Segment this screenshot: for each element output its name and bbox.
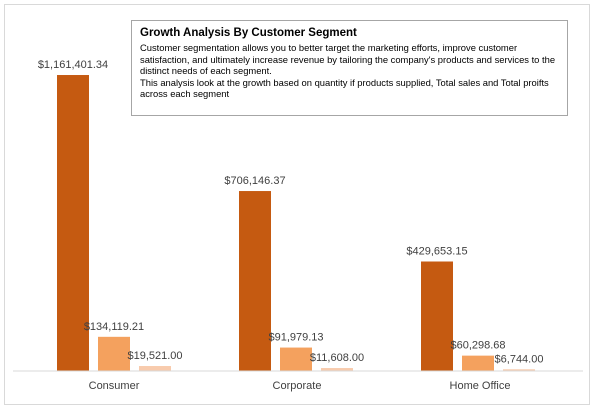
data-label-consumer-series-3: $19,521.00 xyxy=(127,350,182,362)
category-label-corporate: Corporate xyxy=(273,380,322,392)
data-label-corporate-series-2: $91,979.13 xyxy=(268,332,323,344)
data-label-consumer-series-1: $1,161,401.34 xyxy=(38,59,108,71)
bar-corporate-series-1 xyxy=(239,191,271,371)
category-labels-group: Consumer Corporate Home Office xyxy=(89,380,511,392)
chart-frame: $1,161,401.34 $134,119.21 $19,521.00 $706,1… xyxy=(4,4,590,405)
data-label-corporate-series-1: $706,146.37 xyxy=(224,175,285,187)
category-label-consumer: Consumer xyxy=(89,380,140,392)
category-label-home-office: Home Office xyxy=(450,380,511,392)
bar-consumer-series-3 xyxy=(139,366,171,371)
description-paragraph-1: Customer segmentation allows you to bett… xyxy=(140,42,559,77)
description-paragraph-2: This analysis look at the growth based o… xyxy=(140,77,559,100)
data-label-consumer-series-2: $134,119.21 xyxy=(84,321,144,333)
bar-consumer-series-2 xyxy=(98,337,130,371)
data-label-home-office-series-2: $60,298.68 xyxy=(450,340,505,352)
bar-home-office-series-2 xyxy=(462,356,494,371)
data-label-corporate-series-3: $11,608.00 xyxy=(310,352,364,364)
data-label-home-office-series-3: $6,744.00 xyxy=(495,353,544,365)
bar-home-office-series-1 xyxy=(421,262,453,371)
data-label-home-office-series-1: $429,653.15 xyxy=(406,246,467,258)
bar-corporate-series-2 xyxy=(280,348,312,371)
info-box: Growth Analysis By Customer Segment Cust… xyxy=(131,20,568,116)
chart-title: Growth Analysis By Customer Segment xyxy=(140,26,559,40)
